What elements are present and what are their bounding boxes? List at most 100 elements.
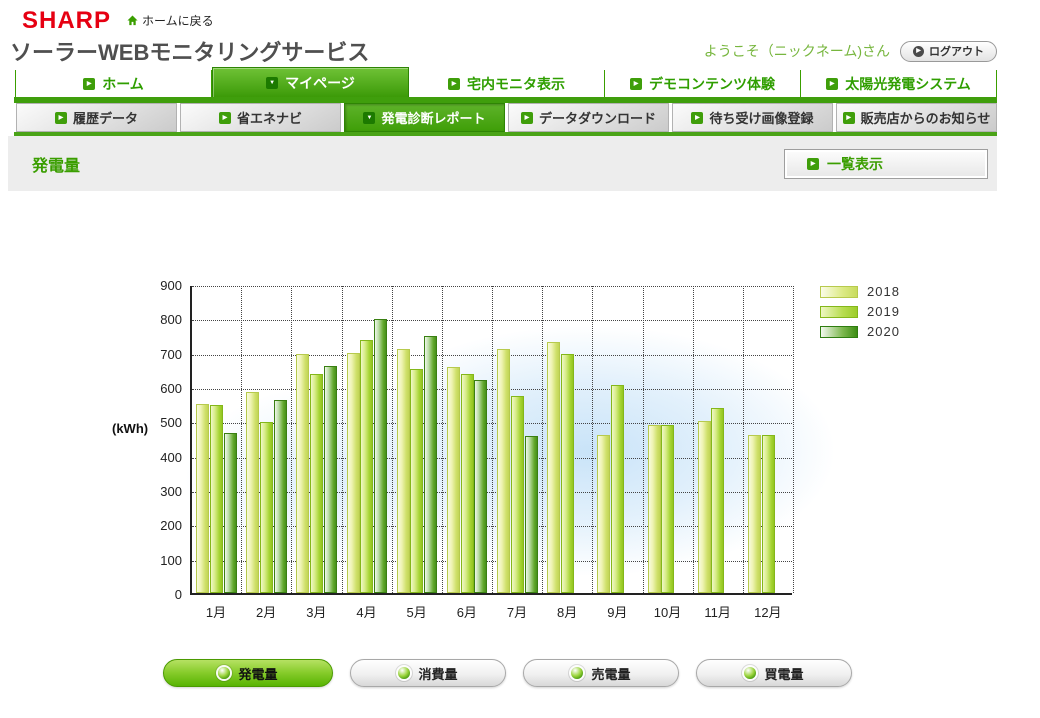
bar-2020-m1 — [223, 433, 237, 593]
section-title: 発電量 — [32, 157, 81, 175]
sub-nav-label: 履歴データ — [72, 111, 138, 126]
gridline-v — [492, 286, 493, 593]
bar-2020-m3 — [323, 365, 337, 593]
home-icon — [127, 15, 138, 26]
x-tick-label: 1月 — [205, 605, 227, 620]
x-tick-label: 2月 — [256, 605, 277, 620]
gridline-v — [391, 286, 393, 593]
plot-area — [190, 286, 794, 595]
sub-nav-tab-4[interactable]: ▶ データダウンロード — [508, 103, 669, 132]
sub-nav-label: 発電診断レポート — [381, 111, 486, 126]
bar-2020-m6 — [474, 380, 488, 593]
welcome-area: ようこそ（ニックネーム)さん ▶ ログアウト — [704, 40, 997, 62]
sharp-logo: SHARP — [22, 6, 112, 34]
main-nav-underline — [14, 97, 997, 103]
arrow-right-icon: ▶ — [218, 111, 231, 124]
y-tick-label: 400 — [160, 449, 182, 465]
sub-nav-tab-5[interactable]: ▶ 待ち受け画像登録 — [672, 103, 833, 132]
arrow-right-icon: ▶ — [54, 111, 67, 124]
header-logo-row: SHARP ホームに戻る — [0, 0, 1040, 32]
arrow-right-icon: ▶ — [83, 77, 96, 90]
bar-2018-m12 — [747, 435, 761, 593]
metric-button-4[interactable]: 買電量 — [696, 659, 852, 687]
metric-buttons-row: 発電量 消費量 売電量 買電量 — [163, 659, 1040, 687]
arrow-right-icon: ▶ — [520, 111, 533, 124]
main-nav-label: マイページ — [285, 74, 355, 91]
y-tick-label: 200 — [160, 518, 182, 534]
bar-2019-m11 — [711, 407, 725, 593]
chart-sky-background — [185, 326, 835, 576]
y-tick-label: 900 — [160, 278, 182, 293]
sub-nav-tab-1[interactable]: ▶ 履歴データ — [16, 103, 177, 132]
green-sphere-icon — [571, 667, 584, 679]
legend-swatch-2020 — [820, 325, 858, 338]
gridline-v — [441, 286, 443, 593]
main-nav-item-1[interactable]: ▶ ホーム — [16, 70, 212, 97]
metric-button-2[interactable]: 消費量 — [350, 659, 506, 687]
bar-2019-m9 — [611, 385, 625, 593]
main-nav-item-5[interactable]: ▶ 太陽光発電システム — [801, 70, 997, 97]
legend-item: 2020 — [820, 324, 900, 339]
metric-button-label: 発電量 — [238, 666, 278, 682]
sub-nav-label: データダウンロード — [538, 111, 656, 126]
page-title: ソーラーWEBモニタリングサービス — [10, 40, 370, 65]
y-tick-label: 700 — [160, 346, 182, 362]
y-tick-label: 0 — [174, 587, 182, 602]
bar-2019-m4 — [360, 339, 374, 593]
bar-2019-m5 — [410, 369, 424, 593]
sub-nav-tab-2[interactable]: ▶ 省エネナビ — [180, 103, 341, 132]
list-view-label: 一覧表示 — [827, 155, 883, 172]
logout-button[interactable]: ▶ ログアウト — [900, 40, 997, 62]
main-nav-label: デモコンテンツ体験 — [649, 75, 775, 92]
bar-2019-m12 — [761, 435, 775, 593]
bar-2018-m3 — [296, 354, 310, 593]
gridline-v — [592, 286, 594, 593]
legend-label: 2020 — [867, 324, 900, 339]
gridline-v — [341, 286, 343, 593]
x-tick-label: 5月 — [406, 605, 427, 620]
x-tick-label: 4月 — [356, 605, 377, 620]
gridline-v — [642, 286, 644, 593]
x-tick-label: 6月 — [456, 605, 477, 620]
list-view-button[interactable]: ▶ 一覧表示 — [784, 148, 988, 179]
arrow-down-icon: ▼ — [363, 111, 376, 124]
bar-2018-m1 — [196, 404, 209, 593]
y-axis-unit-label: (kWh) — [112, 421, 149, 436]
sub-nav-tab-6[interactable]: ▶ 販売店からのお知らせ — [836, 103, 997, 132]
back-home-link[interactable]: ホームに戻る — [127, 12, 214, 29]
y-tick-label: 500 — [160, 415, 182, 431]
main-nav-label: ホーム — [102, 75, 144, 92]
bar-2019-m6 — [460, 374, 474, 593]
metric-button-3[interactable]: 売電量 — [523, 659, 679, 687]
list-view-arrow-icon: ▶ — [807, 157, 819, 170]
gridline-v — [692, 286, 694, 593]
main-nav-item-3[interactable]: ▶ 宅内モニタ表示 — [409, 70, 605, 97]
main-nav-label: 宅内モニタ表示 — [467, 75, 565, 92]
gridline-v — [291, 286, 293, 593]
main-nav-label: 太陽光発電システム — [845, 75, 971, 92]
main-nav-item-4[interactable]: ▶ デモコンテンツ体験 — [605, 70, 801, 97]
arrow-right-icon: ▶ — [826, 77, 839, 90]
logout-label: ログアウト — [929, 46, 984, 58]
chart-legend: 2018 2019 2020 — [820, 284, 900, 339]
bar-2020-m7 — [524, 435, 538, 593]
bar-2018-m8 — [547, 342, 561, 593]
main-nav-item-2[interactable]: ▼ マイページ — [212, 67, 409, 97]
generation-chart: (kWh) 2018 2019 2020 0 100 200 300 400 500 600 70… — [0, 191, 1040, 659]
legend-item: 2018 — [820, 284, 900, 299]
bar-2018-m2 — [246, 392, 260, 593]
bar-2019-m8 — [560, 354, 574, 593]
bar-2020-m2 — [273, 400, 287, 593]
y-tick-label: 600 — [160, 381, 182, 396]
green-sphere-icon — [398, 667, 411, 679]
green-sphere-icon — [218, 667, 231, 679]
metric-button-1[interactable]: 発電量 — [163, 659, 333, 687]
bar-2019-m3 — [310, 373, 324, 593]
sub-nav-tab-3[interactable]: ▼ 発電診断レポート — [344, 103, 505, 132]
sub-nav-label: 省エネナビ — [236, 111, 302, 126]
legend-swatch-2018 — [820, 285, 858, 298]
bar-2018-m4 — [346, 352, 360, 593]
x-tick-label: 8月 — [557, 605, 578, 620]
legend-label: 2019 — [867, 304, 900, 319]
bar-2019-m10 — [661, 424, 675, 593]
